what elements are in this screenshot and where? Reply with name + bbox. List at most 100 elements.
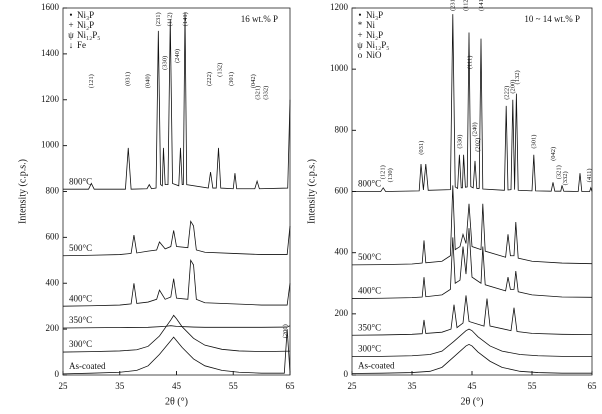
peak-label: (240) (471, 122, 478, 136)
panel: 0 200 400 600 800 1000 1200 1400 1600 25 35 45 55 65 2… (17, 2, 295, 407)
y-tick-label: 0 (344, 369, 349, 379)
peak-label: (330) (456, 135, 463, 149)
peak-label: (121) (88, 74, 95, 88)
peak-label: (301) (530, 135, 537, 149)
y-axis-label: Intensity (c.p.s.) (17, 159, 28, 224)
trace-label: 800°C (358, 179, 381, 189)
peak-label: (121) (380, 165, 387, 179)
x-tick-label: 35 (408, 381, 418, 391)
legend-label: Ni₃P (77, 10, 94, 20)
y-tick-label: 1400 (41, 48, 60, 58)
x-tick-label: 25 (59, 381, 69, 391)
legend-symbol: o (358, 50, 363, 60)
x-tick-label: 45 (172, 381, 182, 391)
xrd-trace (351, 228, 593, 299)
xrd-trace (351, 343, 592, 374)
legend-label: Fe (77, 40, 86, 50)
legend-symbol: • (358, 10, 361, 20)
trace-label: 350°C (69, 315, 92, 325)
peak-label: (130) (387, 168, 394, 182)
xrd-trace (63, 12, 291, 190)
x-tick-label: 55 (528, 381, 538, 391)
peak-label: (112) (167, 13, 174, 27)
legend-label: Ni₁₂P₅ (77, 30, 100, 40)
peak-label: (132) (217, 63, 224, 77)
trace-label: 400°C (358, 286, 381, 296)
y-tick-label: 1000 (330, 63, 349, 73)
peak-label: (301) (228, 72, 235, 86)
xrd-trace (352, 14, 593, 192)
peak-label: (231) (155, 12, 162, 26)
trace-label: 400°C (69, 293, 92, 303)
trace-label: As-coated (358, 361, 395, 371)
x-axis-label: 2θ (°) (165, 396, 188, 407)
peak-label: (042) (250, 74, 257, 88)
peak-label: (111) (467, 56, 474, 70)
xrd-trace (62, 325, 291, 329)
y-tick-label: 800 (335, 124, 349, 134)
legend-symbol: ↓ (69, 40, 74, 50)
y-tick-label: 1200 (330, 2, 349, 12)
x-tick-label: 25 (348, 381, 358, 391)
legend-label: Ni₂P (366, 30, 383, 40)
legend-symbol: + (68, 20, 73, 30)
y-tick-label: 400 (335, 247, 349, 257)
legend-symbol: + (357, 30, 362, 40)
trace-label: 800°C (69, 176, 92, 186)
peak-label: (231) (449, 0, 456, 11)
peak-label: (222) (503, 86, 510, 100)
y-axis-label: Intensity (c.p.s.) (306, 159, 317, 224)
legend-symbol: ψ (68, 30, 74, 40)
peak-label: (202) (474, 138, 481, 152)
peak-label: (200) (282, 324, 289, 338)
peak-label: (240) (174, 49, 181, 63)
x-tick-label: 65 (588, 381, 598, 391)
y-tick-label: 800 (46, 186, 60, 196)
peak-label: (321) (255, 86, 262, 100)
y-tick-label: 1600 (41, 2, 60, 12)
x-tick-label: 35 (115, 381, 125, 391)
legend-label: Ni₃P (366, 10, 383, 20)
peak-label: (031) (125, 72, 132, 86)
legend-symbol: ψ (357, 40, 363, 50)
xrd-trace (62, 329, 291, 375)
y-tick-label: 0 (55, 369, 60, 379)
peak-label: (330) (162, 56, 169, 70)
peak-label: (042) (550, 147, 557, 161)
x-tick-label: 65 (286, 381, 296, 391)
xrd-trace (62, 220, 291, 257)
legend-symbol: * (358, 20, 363, 30)
panel: 0 200 400 600 800 1000 1200 25 35 45 55 65 2θ (°) Int… (306, 0, 597, 407)
trace-label: 500°C (358, 252, 381, 262)
peak-label: (222) (206, 72, 213, 86)
xrd-trace (351, 185, 593, 266)
xrd-trace (351, 328, 592, 358)
y-tick-label: 400 (46, 277, 60, 287)
peak-label: (040) (145, 74, 152, 88)
trace-label: 300°C (69, 339, 92, 349)
legend-label: Ni₁₂P₅ (366, 40, 389, 50)
y-tick-label: 600 (335, 186, 349, 196)
panel-label: 10 ~ 14 wt.% P (524, 14, 580, 24)
x-tick-label: 55 (229, 381, 239, 391)
trace-label: 300°C (358, 344, 381, 354)
peak-label: (112) (462, 0, 469, 11)
trace-label: 500°C (69, 243, 92, 253)
peak-label: (031) (418, 141, 425, 155)
y-tick-label: 1000 (41, 140, 60, 150)
peak-label: (411) (586, 168, 593, 182)
trace-label: 350°C (358, 322, 381, 332)
panel-label: 16 wt.% P (241, 14, 278, 24)
legend-label: NiO (366, 50, 382, 60)
xrd-trace (351, 295, 593, 336)
legend-symbol: • (69, 10, 72, 20)
legend-label: Ni₂P (77, 20, 94, 30)
y-tick-label: 200 (335, 308, 349, 318)
peak-label: (141) (478, 0, 485, 11)
peak-label: (332) (562, 171, 569, 185)
peak-label: (132) (514, 70, 521, 84)
legend-label: Ni (366, 20, 375, 30)
y-tick-label: 200 (46, 323, 60, 333)
